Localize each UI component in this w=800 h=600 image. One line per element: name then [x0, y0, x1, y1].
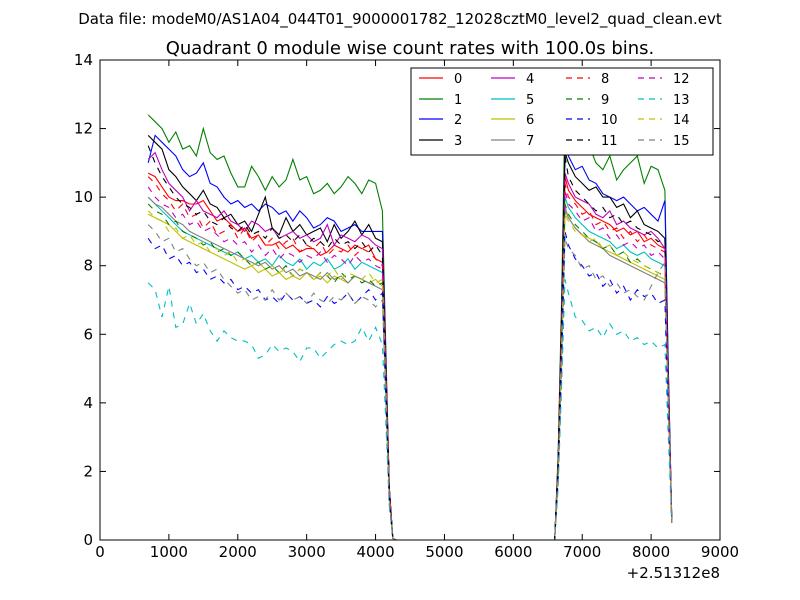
legend-item-14: 14	[638, 113, 690, 128]
legend-item-8: 8	[566, 72, 609, 87]
x-tick-label: 8000	[632, 543, 670, 561]
legend-label-14: 14	[673, 113, 690, 128]
y-tick-label: 0	[83, 531, 93, 549]
legend-label-3: 3	[454, 134, 462, 149]
legend-label-9: 9	[601, 93, 609, 108]
legend-item-4: 4	[491, 72, 534, 87]
legend-item-7: 7	[491, 134, 534, 149]
y-tick-label: 6	[83, 325, 93, 343]
y-tick-label: 10	[74, 188, 93, 206]
y-tick-labels: 0 2 4 6 8 10 12 14	[74, 51, 93, 549]
legend-item-9: 9	[566, 93, 609, 108]
x-tick-label: 2000	[219, 543, 257, 561]
x-tick-label: 4000	[356, 543, 394, 561]
series-line-15	[147, 224, 673, 541]
legend-label-6: 6	[526, 113, 534, 128]
x-tick-labels: 0 1000 2000 3000 4000 5000 6000 7000 8000 9000	[95, 543, 739, 561]
legend-item-3: 3	[419, 134, 462, 149]
x-tick-label: 7000	[563, 543, 601, 561]
chart-title: Quadrant 0 module wise count rates with …	[166, 38, 655, 59]
legend-label-13: 13	[673, 93, 690, 108]
y-tick-label: 2	[83, 462, 93, 480]
x-offset-label: +2.51312e8	[627, 564, 720, 582]
legend-item-11: 11	[566, 134, 618, 149]
legend-label-7: 7	[526, 134, 534, 149]
x-tick-label: 3000	[288, 543, 326, 561]
legend-label-0: 0	[454, 72, 462, 87]
y-tick-label: 8	[83, 257, 93, 275]
legend-label-4: 4	[526, 72, 534, 87]
legend-frame	[410, 67, 714, 156]
axes-frame	[99, 59, 721, 541]
legend-item-0: 0	[419, 72, 462, 87]
y-tick-label: 12	[74, 120, 93, 138]
legend-item-2: 2	[419, 113, 462, 128]
legend-item-12: 12	[638, 72, 690, 87]
legend-label-8: 8	[601, 72, 609, 87]
figure-suptitle: Data file: modeM0/AS1A04_044T01_90000017…	[78, 10, 722, 29]
y-tick-label: 14	[74, 51, 93, 69]
legend-label-5: 5	[526, 93, 534, 108]
legend-item-13: 13	[638, 93, 690, 108]
legend-item-15: 15	[638, 134, 690, 149]
legend-label-12: 12	[673, 72, 690, 87]
legend-item-5: 5	[491, 93, 534, 108]
x-tick-label: 1000	[150, 543, 188, 561]
series-line-12	[147, 186, 673, 541]
x-tick-label: 0	[95, 543, 105, 561]
y-tick-label: 4	[83, 394, 93, 412]
legend-label-10: 10	[601, 113, 618, 128]
legend-item-1: 1	[419, 93, 462, 108]
x-tick-label: 6000	[494, 543, 532, 561]
series-line-8	[147, 176, 673, 541]
legend-label-15: 15	[673, 134, 690, 149]
legend-label-1: 1	[454, 93, 462, 108]
x-tick-label: 9000	[701, 543, 739, 561]
legend-label-2: 2	[454, 113, 462, 128]
legend-item-6: 6	[491, 113, 534, 128]
legend-item-10: 10	[566, 113, 618, 128]
legend-label-11: 11	[601, 134, 618, 149]
x-tick-label: 5000	[425, 543, 463, 561]
